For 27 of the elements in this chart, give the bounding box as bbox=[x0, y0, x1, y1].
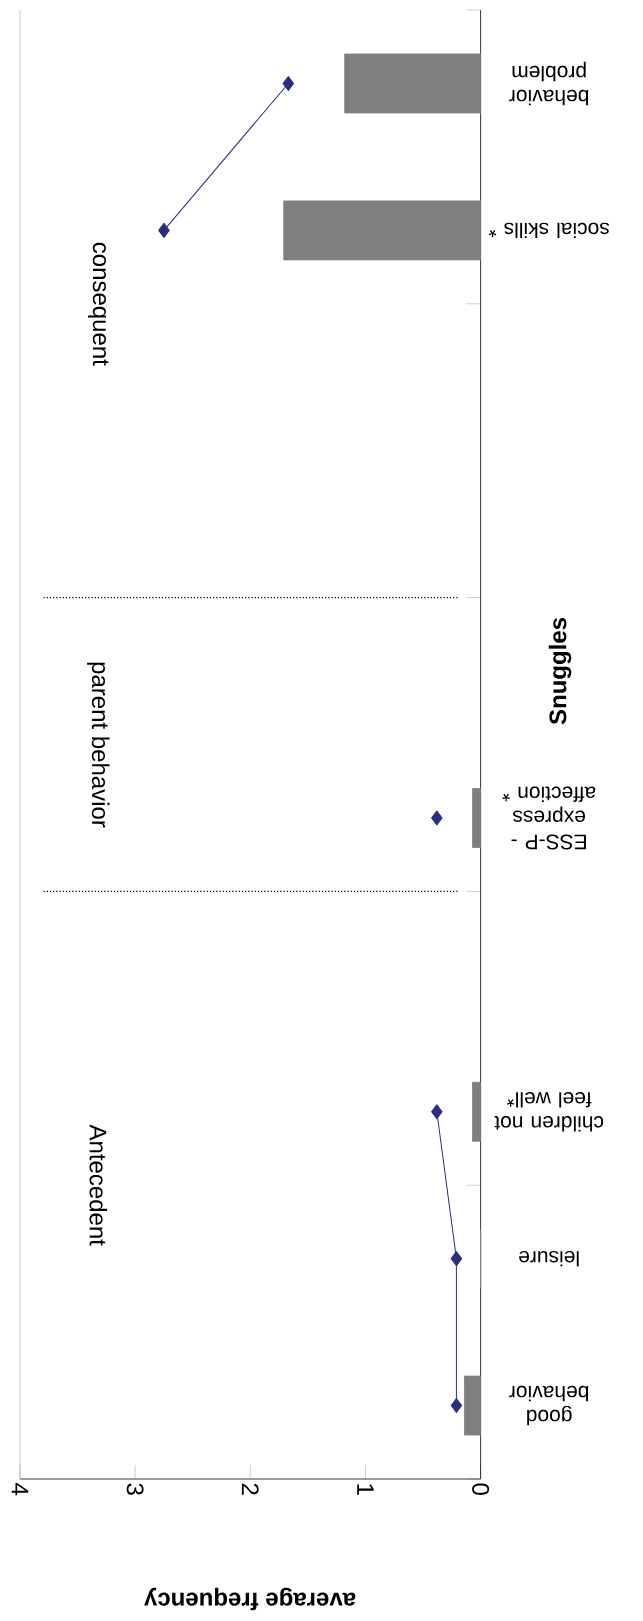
point bbox=[158, 222, 170, 238]
annotation: consequent bbox=[88, 242, 109, 366]
point bbox=[450, 1251, 463, 1267]
x-tick-label: 3 bbox=[126, 1483, 144, 1495]
bar bbox=[344, 53, 481, 114]
bar bbox=[283, 200, 481, 261]
x-axis-title: average frequency bbox=[144, 1587, 356, 1611]
point bbox=[282, 75, 295, 91]
point bbox=[431, 810, 443, 826]
annotation: Antecedent bbox=[89, 1124, 108, 1246]
x-tick-label: 2 bbox=[241, 1483, 259, 1495]
y-axis-title: Snuggles bbox=[548, 617, 572, 725]
y-tick-label: good behavior bbox=[509, 1385, 589, 1426]
y-tick-label: social skills * bbox=[488, 222, 610, 239]
y-tick-label: ESS-P - express affection * bbox=[502, 786, 596, 850]
point bbox=[450, 1398, 463, 1414]
y-tick-label: leisure bbox=[519, 1250, 579, 1267]
bar bbox=[464, 1375, 481, 1436]
x-tick-label: 0 bbox=[472, 1483, 490, 1495]
x-tick-label: 4 bbox=[11, 1483, 29, 1496]
point bbox=[431, 1104, 443, 1120]
bar bbox=[472, 1081, 481, 1142]
y-tick-label: children not feel well* bbox=[494, 1092, 604, 1132]
x-tick-label: 1 bbox=[357, 1484, 374, 1495]
y-tick-label: behavior problem bbox=[509, 61, 589, 106]
bar bbox=[472, 788, 481, 848]
annotation: parent behavior bbox=[87, 662, 110, 828]
